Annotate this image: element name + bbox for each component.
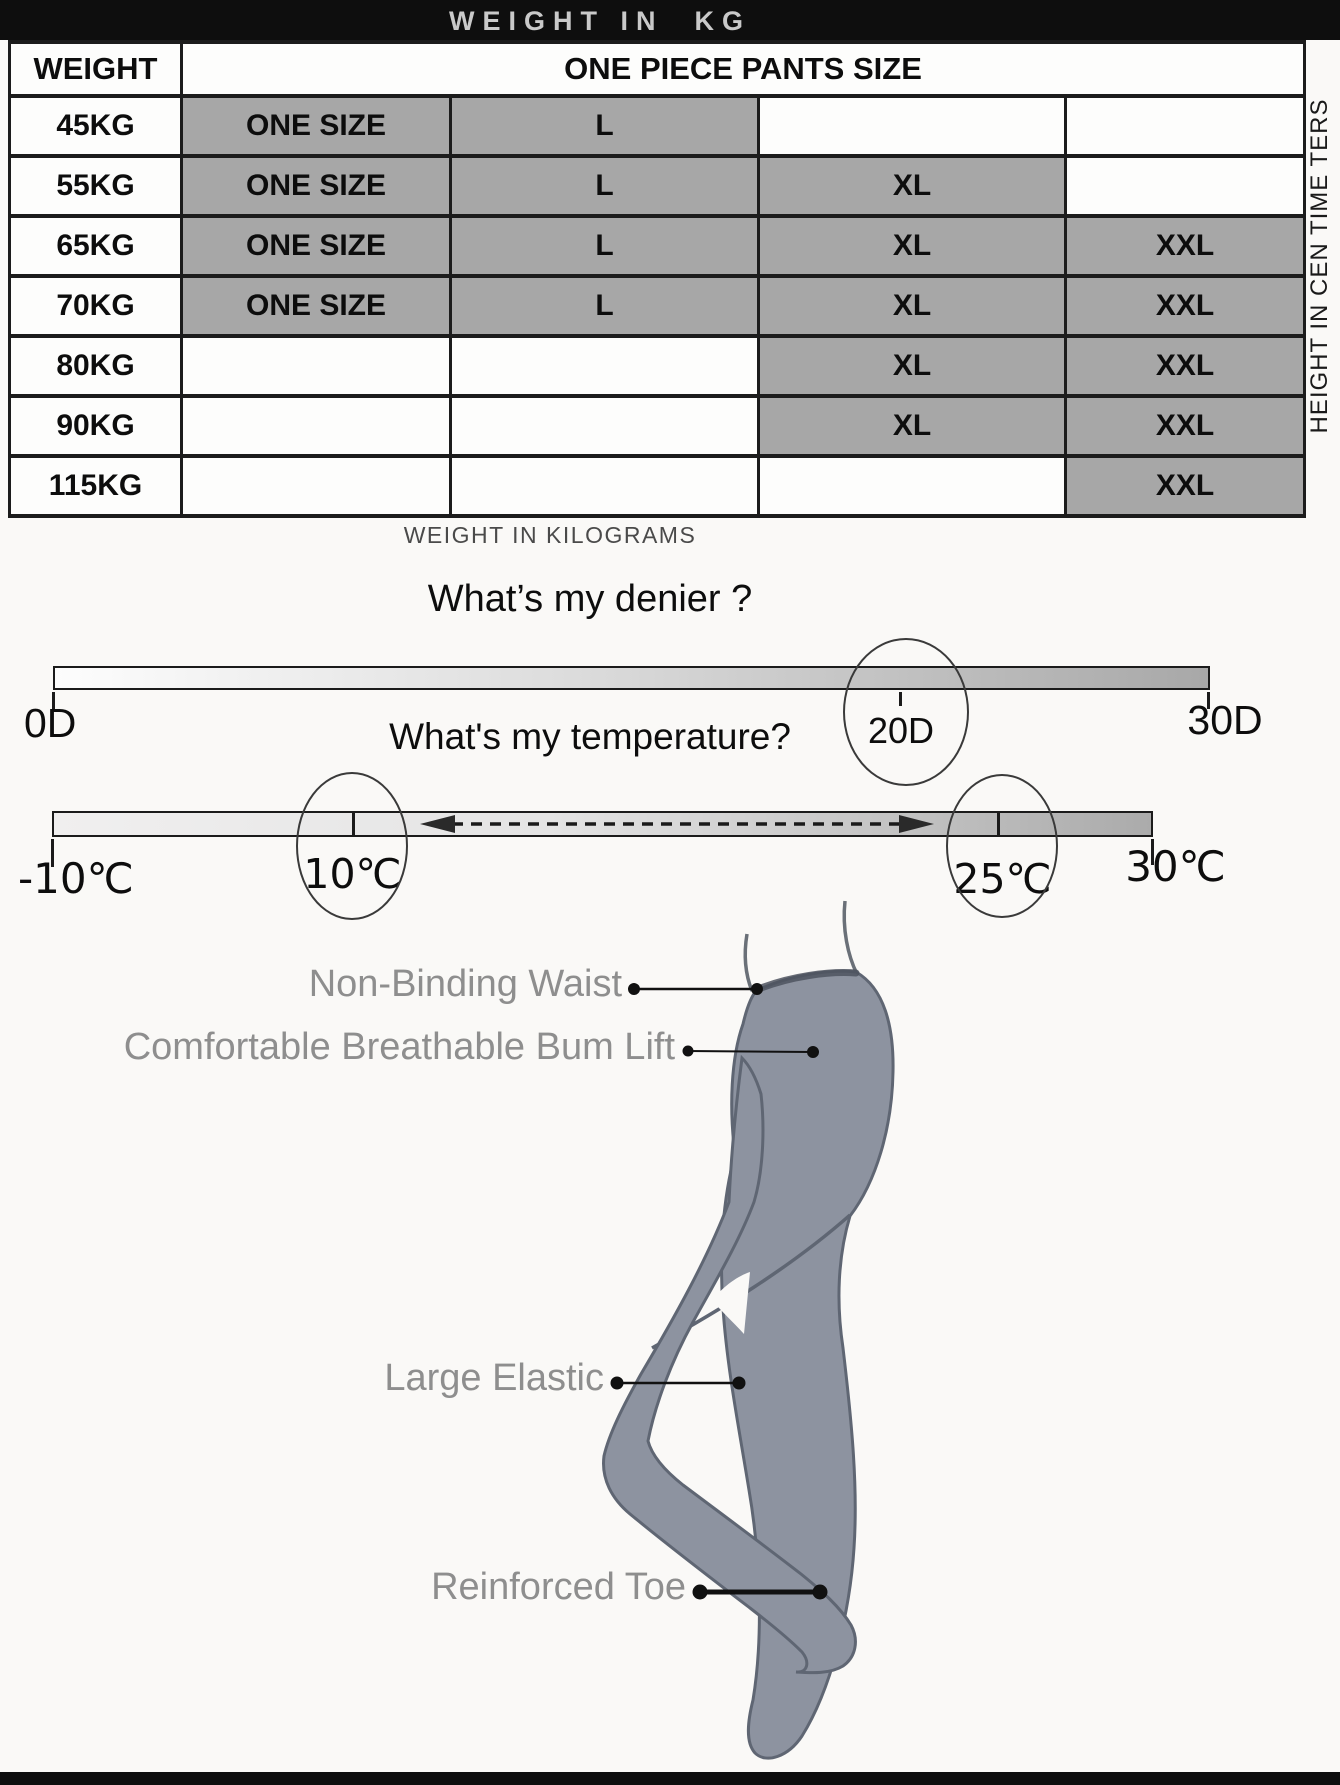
temp-high-circle <box>946 774 1058 918</box>
tights-leg-back <box>720 969 895 1760</box>
size-cell: XL <box>757 394 1067 458</box>
size-cell: L <box>449 214 760 278</box>
table-row: 65KG ONE SIZE L XL XXL <box>8 214 1307 278</box>
toe-target-dot <box>812 1584 828 1600</box>
size-cell: L <box>449 94 760 158</box>
waistband <box>752 969 860 994</box>
waist-callout-dot <box>628 983 640 995</box>
temp-min-label: -10℃ <box>18 854 134 903</box>
feature-label-bum-lift: Comfortable Breathable Bum Lift <box>123 1026 675 1068</box>
toe-callout-dot <box>692 1584 708 1600</box>
size-cell: ONE SIZE <box>180 154 452 218</box>
size-cell: XXL <box>1063 214 1307 278</box>
bum-callout-dot <box>682 1045 694 1057</box>
empty-cell <box>180 394 452 458</box>
size-cell: XL <box>757 274 1067 338</box>
size-cell: XXL <box>1063 334 1307 398</box>
span-header-cell: ONE PIECE PANTS SIZE <box>179 40 1307 98</box>
empty-cell <box>757 454 1067 518</box>
size-cell: XL <box>757 154 1067 218</box>
empty-cell <box>449 394 760 458</box>
denier-highlight-circle <box>843 638 969 786</box>
empty-cell <box>180 454 452 518</box>
callouts <box>610 983 828 1600</box>
size-cell: XXL <box>1063 454 1307 518</box>
empty-cell <box>1063 154 1307 218</box>
weight-cell: 55KG <box>8 154 183 218</box>
size-cell: ONE SIZE <box>180 214 452 278</box>
table-caption: WEIGHT IN KILOGRAMS <box>403 522 697 548</box>
bum-callout-line <box>687 1050 814 1053</box>
table-row: 80KG XL XXL <box>8 334 1307 398</box>
size-table: WEIGHT ONE PIECE PANTS SIZE 45KG ONE SIZE… <box>8 40 1307 518</box>
size-cell: ONE SIZE <box>180 94 452 158</box>
temp-tick-min <box>51 839 54 867</box>
denier-question: What’s my denier ? <box>427 578 753 620</box>
denier-tick-max <box>1207 692 1210 709</box>
denier-min-label: 0D <box>24 700 77 746</box>
size-cell: L <box>449 274 760 338</box>
torso-line-left <box>743 933 754 992</box>
empty-cell <box>1063 94 1307 158</box>
table-row: 90KG XL XXL <box>8 394 1307 458</box>
weight-cell: 70KG <box>8 274 183 338</box>
torso-line-right <box>842 900 859 975</box>
weight-cell: 80KG <box>8 334 183 398</box>
size-table-body: WEIGHT ONE PIECE PANTS SIZE 45KG ONE SIZE… <box>8 40 1307 518</box>
size-cell: L <box>449 154 760 218</box>
feature-label-toe: Reinforced Toe <box>431 1566 686 1608</box>
bum-crease-line <box>651 1213 852 1350</box>
empty-cell <box>180 334 452 398</box>
leg-gap <box>712 1272 750 1334</box>
weight-cell: 45KG <box>8 94 183 158</box>
weight-cell: 65KG <box>8 214 183 278</box>
table-row: 45KG ONE SIZE L <box>8 94 1307 158</box>
elastic-callout-dot <box>610 1376 624 1390</box>
table-row: 115KG XXL <box>8 454 1307 518</box>
temp-max-label: 30℃ <box>1125 842 1226 891</box>
size-cell: XXL <box>1063 274 1307 338</box>
temp-tick-max <box>1151 839 1154 865</box>
size-table-header-row: WEIGHT ONE PIECE PANTS SIZE <box>8 40 1307 98</box>
weight-cell: 90KG <box>8 394 183 458</box>
weight-cell: 115KG <box>8 454 183 518</box>
corner-header-cell: WEIGHT <box>8 40 183 98</box>
denier-tick-min <box>52 692 55 709</box>
size-cell: XL <box>757 334 1067 398</box>
size-cell: XXL <box>1063 394 1307 458</box>
empty-cell <box>757 94 1067 158</box>
denier-scale-bar <box>53 666 1210 690</box>
empty-cell <box>449 454 760 518</box>
size-cell: XL <box>757 214 1067 278</box>
feature-label-waist: Non-Binding Waist <box>308 963 622 1005</box>
waist-target-dot <box>751 983 763 995</box>
table-row: 55KG ONE SIZE L XL <box>8 154 1307 218</box>
temp-low-circle <box>296 772 408 920</box>
bum-target-dot <box>807 1046 819 1058</box>
banner-title: WEIGHT IN KG <box>449 6 751 36</box>
bottom-banner <box>0 1772 1340 1785</box>
height-axis-note: HEIGHT IN CEN TIME TERS <box>1306 98 1333 434</box>
top-banner: WEIGHT IN KG <box>0 0 1340 40</box>
elastic-target-dot <box>732 1376 746 1390</box>
denier-max-label: 30D <box>1187 697 1263 743</box>
size-cell: ONE SIZE <box>180 274 452 338</box>
temperature-question: What's my temperature? <box>389 716 791 757</box>
feature-label-elastic: Large Elastic <box>384 1357 604 1399</box>
empty-cell <box>449 334 760 398</box>
table-row: 70KG ONE SIZE L XL XXL <box>8 274 1307 338</box>
